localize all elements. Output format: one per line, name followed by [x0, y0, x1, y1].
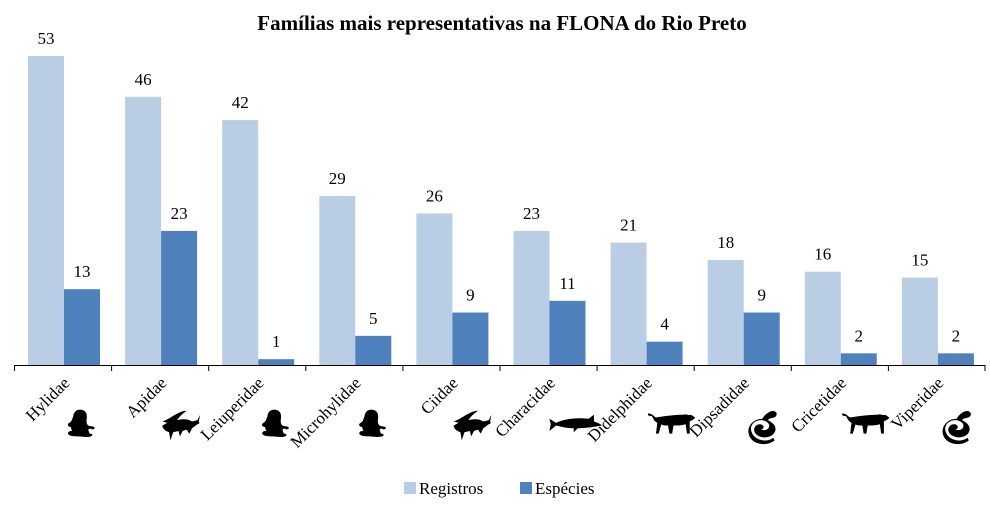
data-label: 46 — [135, 70, 152, 89]
data-label: 15 — [911, 251, 928, 270]
bar-especies — [743, 312, 780, 365]
data-label: 9 — [466, 286, 475, 305]
x-tick-label: Apidae — [122, 373, 170, 421]
data-label: 21 — [620, 216, 637, 235]
bar-especies — [646, 341, 683, 365]
x-tick-label: Hylidae — [22, 373, 73, 424]
data-label: 18 — [717, 233, 734, 252]
legend: Registros Espécies — [404, 479, 594, 498]
bar-especies — [937, 353, 974, 365]
data-label: 13 — [74, 262, 91, 281]
data-label: 2 — [855, 326, 864, 345]
bar-especies — [840, 353, 877, 365]
x-tick-label: Dipsadidae — [686, 373, 754, 441]
data-label: 23 — [523, 204, 540, 223]
bar-registros — [901, 277, 938, 365]
bar-registros — [610, 242, 647, 365]
data-label: 2 — [952, 326, 961, 345]
x-tick-label: Leiuperidae — [197, 373, 268, 444]
bar-registros — [28, 56, 64, 365]
jaguar-icon — [647, 413, 696, 434]
bar-especies — [452, 312, 489, 365]
jaguar-icon — [842, 413, 890, 434]
bee-icon — [453, 410, 492, 441]
snake-icon — [748, 410, 777, 445]
x-tick-label: Viperidae — [887, 373, 947, 433]
legend-label-especies: Espécies — [535, 479, 594, 498]
data-label: 9 — [757, 286, 766, 305]
fish-icon — [549, 414, 603, 433]
x-tick-label: Didelphidae — [584, 373, 656, 445]
data-label: 23 — [171, 204, 188, 223]
x-tick-label: Microhylidae — [286, 373, 364, 451]
legend-label-registros: Registros — [419, 479, 483, 498]
snake-icon — [942, 410, 971, 445]
frog-icon — [262, 409, 290, 437]
x-tick-label: Ciidae — [417, 373, 462, 418]
chart-title: Famílias mais representativas na FLONA d… — [257, 11, 746, 35]
bar-especies — [549, 300, 586, 365]
x-tick-label: Cricetidae — [787, 373, 850, 436]
bar-registros — [125, 96, 162, 366]
data-label: 16 — [814, 245, 831, 264]
data-label: 29 — [329, 169, 346, 188]
data-label: 26 — [426, 186, 443, 205]
bar-especies — [64, 289, 100, 365]
frog-icon — [67, 409, 95, 437]
data-label: 11 — [559, 274, 575, 293]
bar-registros — [513, 230, 550, 365]
bee-icon — [162, 410, 201, 441]
bar-registros — [222, 120, 259, 365]
legend-swatch-especies — [520, 482, 532, 494]
bar-especies — [161, 230, 198, 365]
bar-registros — [707, 260, 744, 365]
data-label: 5 — [369, 309, 378, 328]
x-tick-label: Characidae — [491, 373, 558, 440]
bar-registros — [319, 195, 356, 365]
legend-swatch-registros — [404, 482, 416, 494]
data-label: 42 — [232, 93, 249, 112]
data-label: 53 — [38, 29, 55, 48]
data-label: 4 — [660, 315, 669, 334]
bar-especies — [258, 359, 295, 365]
bar-registros — [804, 271, 841, 365]
data-label: 1 — [272, 332, 281, 351]
bar-especies — [355, 335, 392, 365]
frog-icon — [359, 409, 387, 437]
bar-registros — [416, 213, 453, 365]
